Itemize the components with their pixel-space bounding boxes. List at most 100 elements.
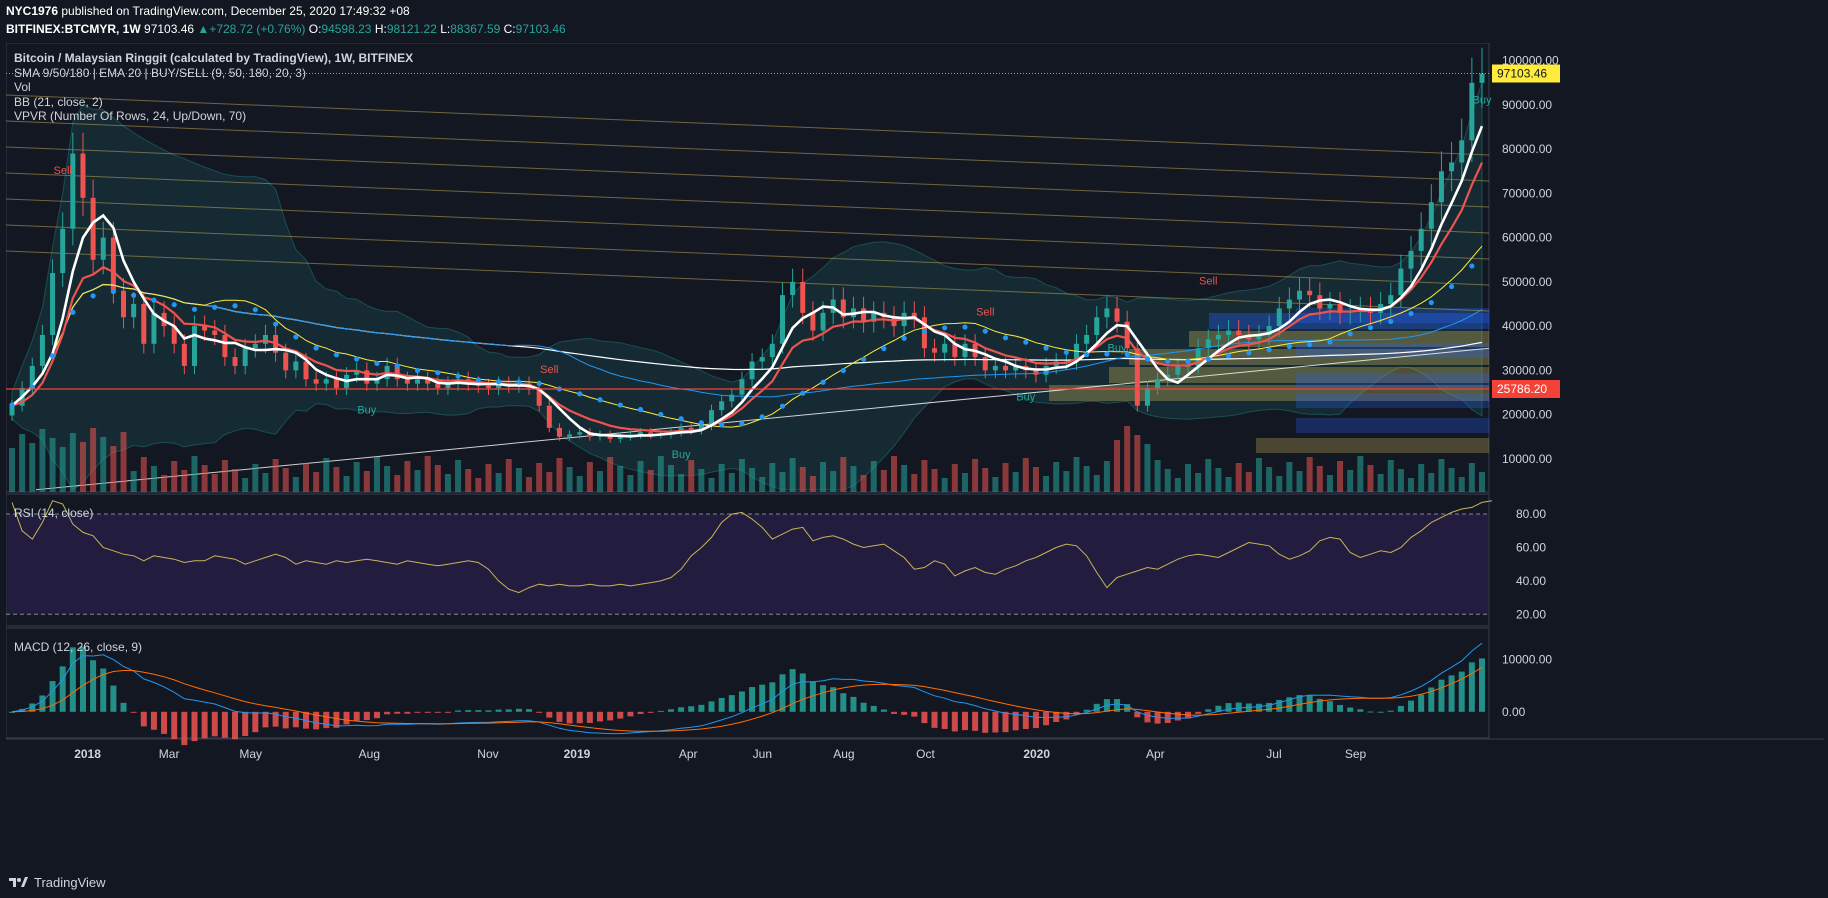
volume-bar	[931, 469, 938, 492]
chart-area[interactable]: SellBuySellBuySellBuyBuySellSellBuy10000…	[6, 43, 1824, 861]
candle	[992, 365, 998, 371]
volume-bar	[313, 472, 320, 492]
volume-bar	[242, 478, 249, 492]
trail-dot	[29, 384, 35, 390]
publish-info: NYC1976 published on TradingView.com, De…	[6, 4, 410, 18]
candle	[191, 326, 197, 366]
change-label: +728.72 (+0.76%)	[209, 22, 306, 36]
legend-rsi[interactable]: RSI (14, close)	[14, 506, 94, 520]
trail-dot	[658, 411, 664, 418]
candle	[861, 308, 867, 322]
macd-histogram-bar	[657, 710, 664, 712]
volume-bar	[485, 464, 492, 492]
candle	[425, 379, 431, 384]
trail-dot	[1347, 331, 1353, 337]
volume-bar	[607, 457, 614, 492]
macd-histogram-bar	[333, 711, 340, 728]
trail-dot	[678, 416, 684, 422]
legend-macd[interactable]: MACD (12, 26, close, 9)	[14, 640, 143, 654]
trail-dot	[1002, 335, 1009, 341]
candle	[962, 343, 968, 358]
trail-dot	[1185, 358, 1191, 365]
volume-bar	[201, 465, 208, 492]
macd-histogram-bar	[1286, 697, 1293, 712]
y-tick-label: 40000.00	[1502, 319, 1552, 333]
trail-dot	[759, 414, 765, 420]
trail-dot	[536, 380, 542, 386]
legend-sma[interactable]: SMA 9/50/180 | EMA 20 | BUY/SELL (9, 50,…	[14, 66, 306, 80]
macd-tick-label: 0.00	[1502, 705, 1526, 719]
macd-histogram-bar	[1124, 704, 1131, 712]
trail-dot	[1307, 342, 1313, 348]
candle	[1469, 82, 1475, 141]
macd-histogram-bar	[49, 681, 56, 712]
footer-brand[interactable]: TradingView	[34, 874, 106, 890]
candle	[435, 383, 441, 389]
macd-histogram-bar	[9, 711, 15, 713]
macd-histogram-bar	[171, 711, 178, 740]
trail-dot	[131, 292, 137, 298]
volume-bar	[961, 473, 968, 492]
macd-histogram-bar	[495, 709, 502, 712]
candle	[354, 370, 360, 375]
volume-bar	[1347, 470, 1354, 492]
volume-bar	[434, 465, 441, 492]
volume-bar	[1235, 463, 1242, 492]
candle	[719, 401, 725, 411]
volume-bar	[1053, 462, 1060, 492]
candle	[232, 357, 238, 366]
candle	[556, 427, 562, 437]
legend-bb[interactable]: BB (21, close, 2)	[14, 95, 103, 109]
legend-vpvr[interactable]: VPVR (Number Of Rows, 24, Up/Down, 70)	[14, 109, 247, 123]
volume-bar	[556, 458, 563, 492]
macd-histogram-bar	[323, 711, 330, 729]
candle	[1003, 365, 1009, 371]
trail-dot	[272, 321, 279, 327]
volume-bar	[759, 477, 766, 492]
trend-channel-line	[6, 172, 1490, 234]
volume-bar	[1306, 457, 1313, 492]
macd-histogram-bar	[1093, 703, 1100, 712]
volume-bar	[1144, 444, 1151, 492]
volume-bar	[404, 461, 411, 492]
volume-bar	[627, 475, 634, 492]
candle	[749, 361, 755, 380]
macd-histogram-bar	[1063, 711, 1070, 720]
candle	[1124, 321, 1130, 349]
volume-bar	[1124, 426, 1131, 492]
macd-histogram-bar	[809, 681, 816, 712]
volume-bar	[424, 456, 431, 492]
volume-bar	[597, 471, 603, 492]
volume-bar	[1448, 468, 1455, 492]
macd-histogram-bar	[201, 711, 208, 739]
trail-dot	[435, 370, 441, 376]
candle	[110, 237, 116, 291]
macd-line	[11, 642, 1483, 735]
volume-bar	[951, 464, 958, 492]
macd-histogram-bar	[891, 711, 897, 714]
candle	[181, 343, 187, 366]
candle	[1438, 171, 1444, 203]
candle	[536, 388, 542, 406]
candle	[39, 334, 45, 366]
chart-canvas[interactable]: SellBuySellBuySellBuyBuySellSellBuy10000…	[6, 43, 1824, 861]
x-tick-label: 2020	[1023, 747, 1050, 761]
macd-histogram-bar	[830, 687, 837, 712]
volume-bar	[698, 469, 705, 492]
candle	[1398, 268, 1404, 296]
macd-histogram-bar	[1408, 700, 1415, 712]
macd-histogram-bar	[1387, 710, 1394, 712]
legend-vol[interactable]: Vol	[14, 80, 31, 94]
candle	[932, 348, 938, 353]
macd-histogram-bar	[363, 711, 370, 721]
candle	[131, 303, 137, 318]
sma-red-line	[11, 162, 1484, 433]
chart-title[interactable]: Bitcoin / Malaysian Ringgit (calculated …	[14, 51, 414, 65]
volume-bar	[39, 429, 46, 492]
macd-histogram-bar	[1002, 711, 1009, 733]
x-tick-label: Apr	[1146, 747, 1165, 761]
tradingview-logo-icon[interactable]	[8, 874, 28, 890]
volume-bar	[1468, 463, 1475, 492]
publisher-name[interactable]: NYC1976	[6, 4, 59, 18]
candle	[212, 330, 218, 335]
